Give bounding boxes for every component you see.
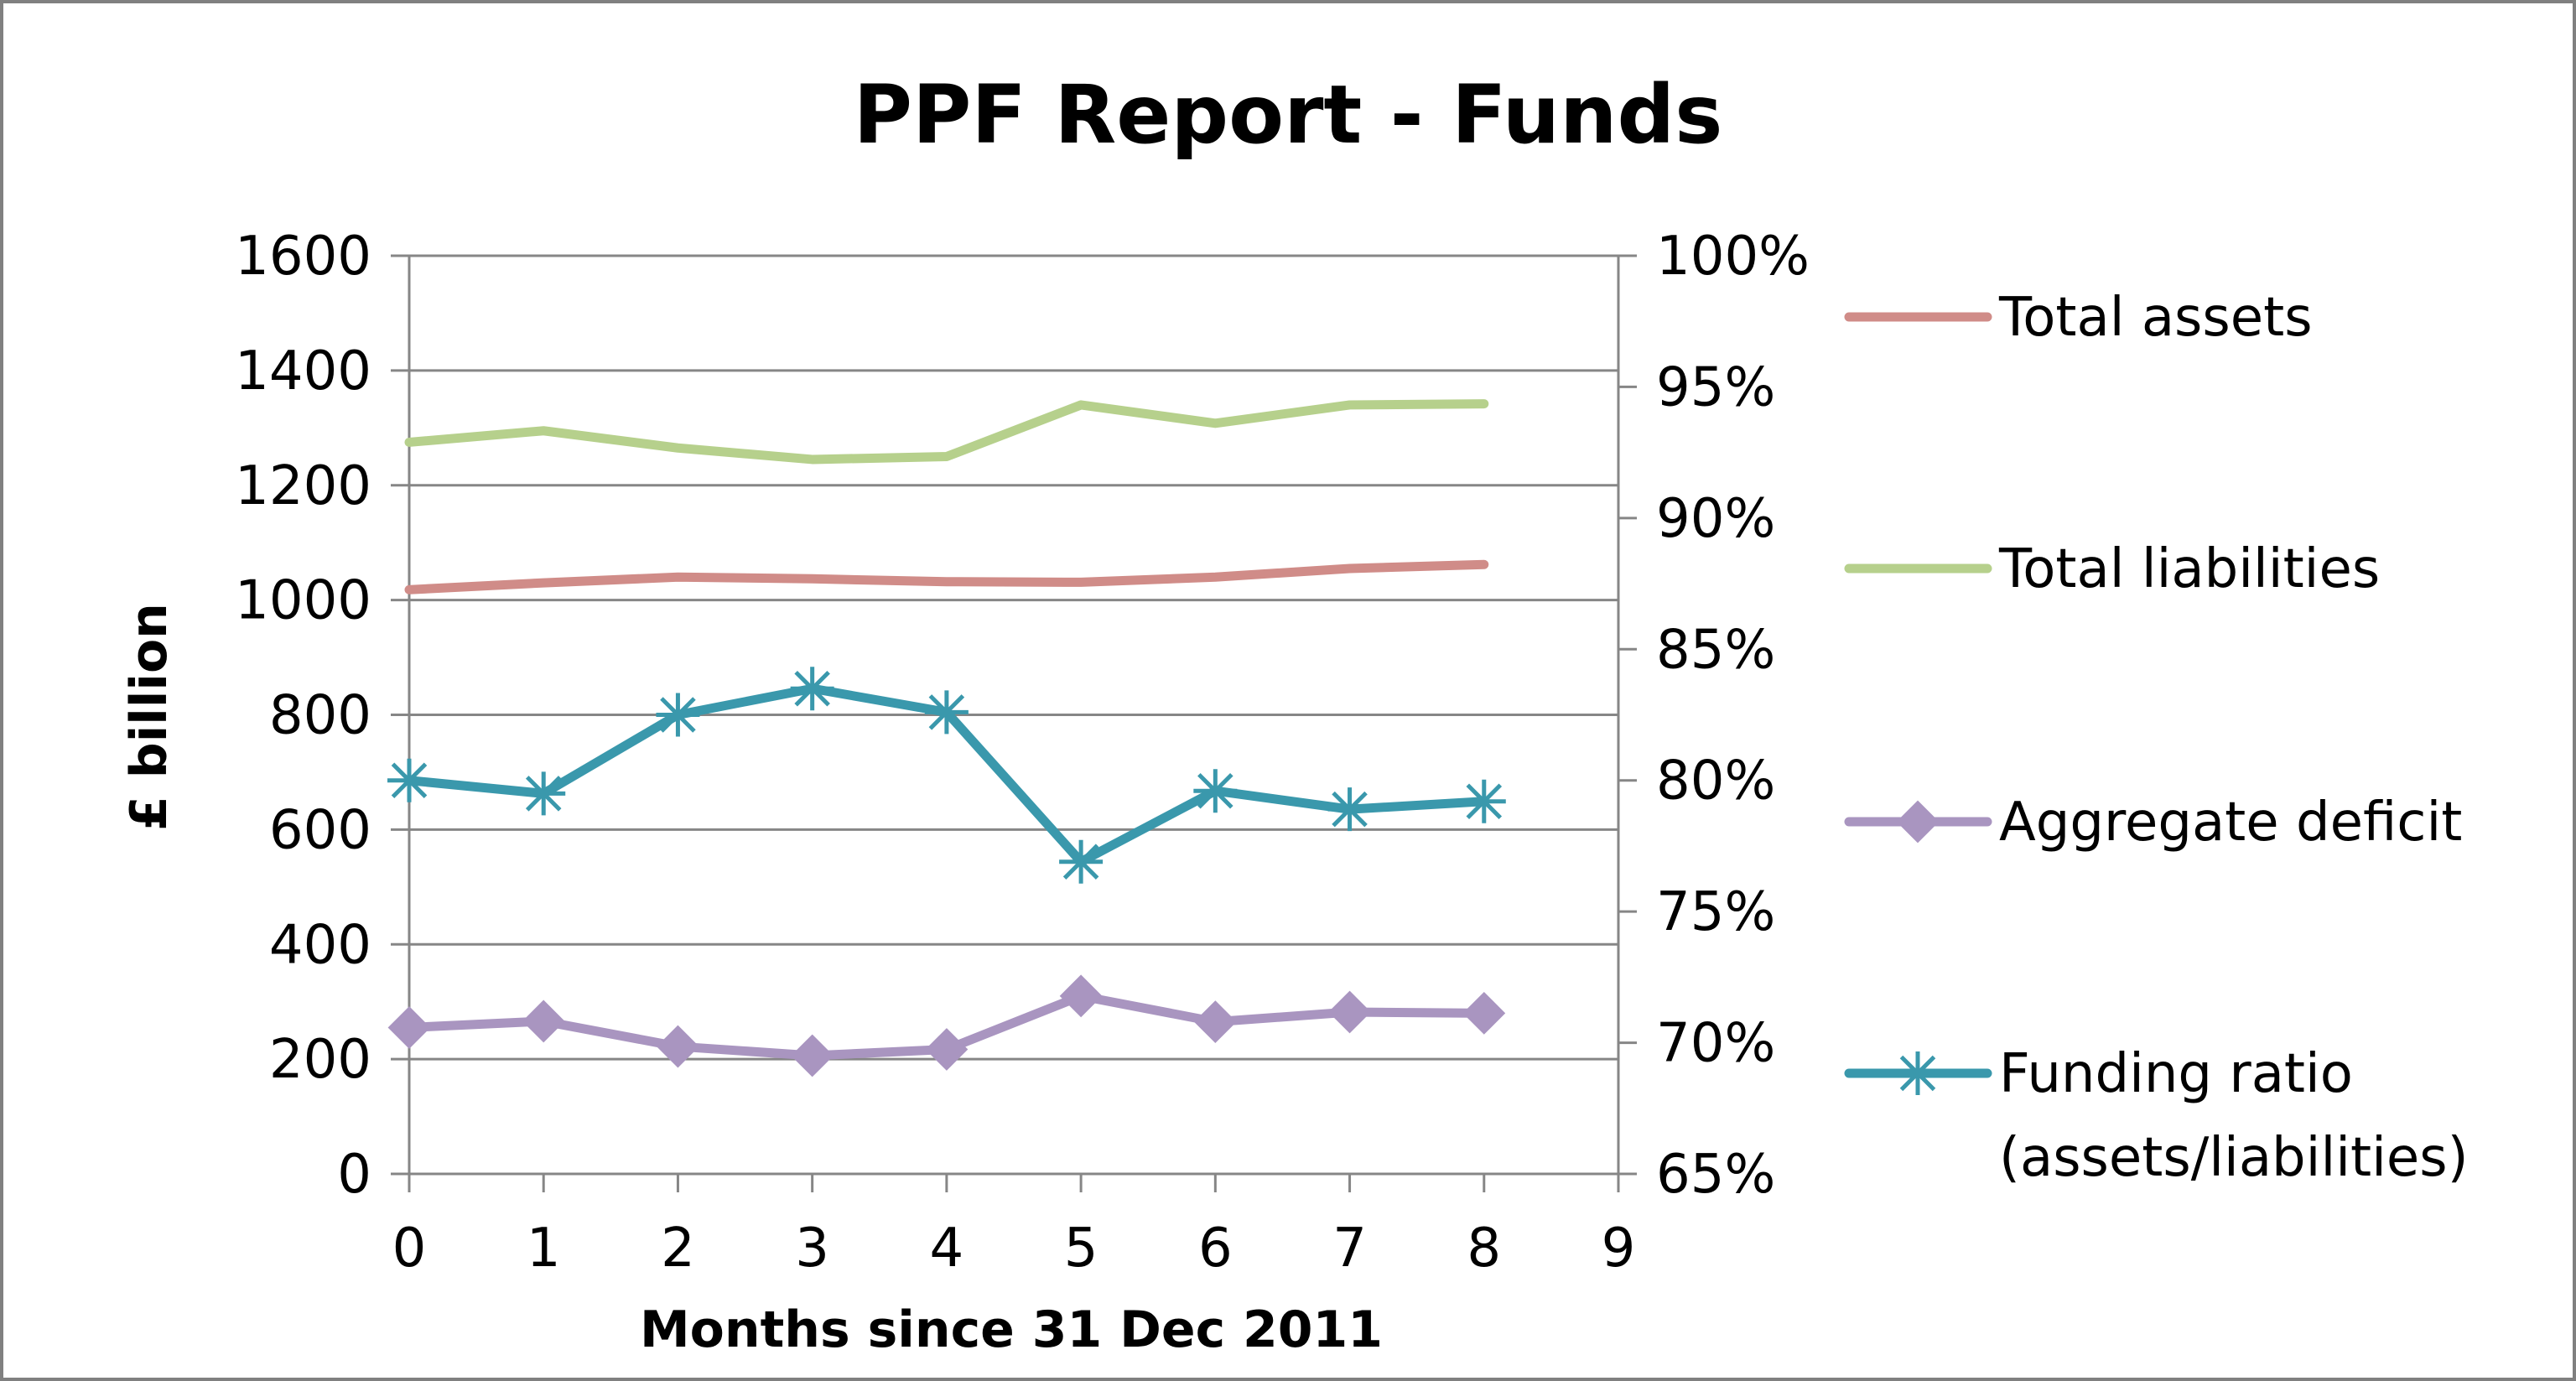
series-layer — [387, 399, 1506, 1077]
y-tick-label: 1600 — [235, 226, 371, 288]
series-line-total-liabilities — [404, 399, 1489, 465]
data-point-aggregate-deficit — [387, 1006, 431, 1049]
legend-label-total-assets: Total assets — [1998, 287, 2313, 349]
x-tick-label: 4 — [930, 1217, 964, 1280]
data-point-aggregate-deficit — [1059, 974, 1103, 1018]
legend-label-aggregate-deficit: Aggregate deficit — [1999, 792, 2462, 854]
data-point-aggregate-deficit — [791, 1034, 834, 1077]
grid-layer — [409, 254, 1618, 1061]
y2-tick-label: 65% — [1656, 1144, 1775, 1206]
y-tick-label: 0 — [337, 1144, 371, 1206]
y-axis-title: £ billion — [120, 603, 179, 831]
data-point-aggregate-deficit — [1328, 990, 1371, 1034]
y-tick-label: 600 — [269, 799, 371, 861]
y-tick-label: 400 — [269, 914, 371, 976]
x-tick-label: 8 — [1467, 1217, 1501, 1280]
y2-tick-label: 95% — [1656, 356, 1775, 418]
legend-label-total-liabilities: Total liabilities — [1998, 538, 2380, 600]
data-point-aggregate-deficit — [657, 1025, 699, 1068]
y2-tick-label: 90% — [1656, 488, 1775, 550]
chart-title: PPF Report - Funds — [854, 68, 1723, 162]
data-point-aggregate-deficit — [1462, 991, 1506, 1035]
y2-tick-label: 70% — [1656, 1013, 1775, 1075]
x-tick-label: 5 — [1064, 1217, 1098, 1280]
data-point-funding-ratio — [924, 690, 969, 735]
data-point-aggregate-deficit — [1193, 1000, 1237, 1044]
x-tick-label: 9 — [1602, 1217, 1636, 1280]
data-point-funding-ratio — [1059, 839, 1104, 884]
x-axis-title: Months since 31 Dec 2011 — [640, 1301, 1383, 1359]
x-tick-label: 3 — [795, 1217, 829, 1280]
y-tick-label: 1200 — [235, 455, 371, 517]
y-tick-label: 800 — [269, 685, 371, 747]
x-tick-label: 1 — [527, 1217, 561, 1280]
legend-marker-aggregate-deficit — [1896, 800, 1940, 844]
series-line-total-assets — [404, 559, 1489, 594]
x-tick-label: 0 — [392, 1217, 427, 1280]
axes-layer: 0200400600800100012001400160065%70%75%80… — [235, 226, 1810, 1280]
data-point-funding-ratio — [790, 667, 834, 711]
data-point-funding-ratio — [387, 758, 431, 802]
data-point-funding-ratio — [1193, 769, 1238, 813]
x-tick-label: 7 — [1332, 1217, 1367, 1280]
data-point-aggregate-deficit — [522, 999, 565, 1043]
y2-tick-label: 75% — [1656, 881, 1775, 943]
legend: Total assets Total liabilities Aggregate d… — [1844, 287, 2469, 1189]
data-point-funding-ratio — [1327, 787, 1372, 832]
y2-tick-label: 85% — [1656, 619, 1775, 681]
data-point-funding-ratio — [1462, 779, 1506, 823]
y-tick-label: 200 — [269, 1029, 371, 1091]
y-tick-label: 1000 — [235, 570, 371, 632]
y2-tick-label: 100% — [1656, 226, 1810, 288]
data-point-funding-ratio — [656, 693, 700, 737]
y2-tick-label: 80% — [1656, 750, 1775, 813]
y-tick-label: 1400 — [235, 340, 371, 402]
data-point-aggregate-deficit — [925, 1028, 969, 1071]
x-tick-label: 6 — [1198, 1217, 1233, 1280]
legend-label-funding-ratio: Funding ratio (assets/liabilities) — [1999, 1043, 2469, 1189]
legend-marker-funding-ratio — [1896, 1051, 1940, 1095]
data-point-funding-ratio — [522, 771, 566, 816]
x-tick-label: 2 — [661, 1217, 695, 1280]
